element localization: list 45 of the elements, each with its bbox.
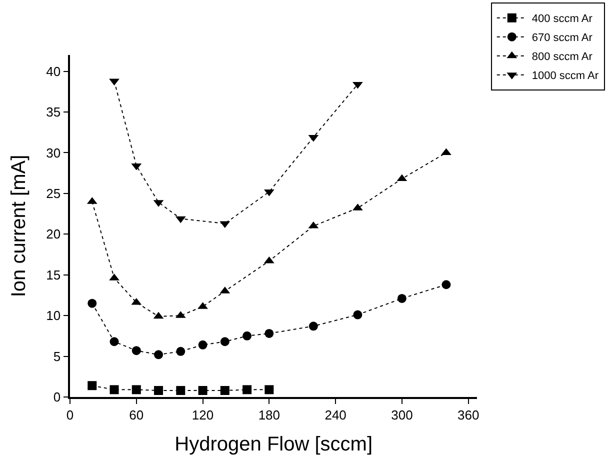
x-tick-label: 360 — [457, 407, 480, 422]
point — [110, 337, 119, 346]
x-axis-title: Hydrogen Flow [sccm] — [174, 433, 373, 456]
y-tick-label: 40 — [46, 64, 61, 79]
point — [220, 337, 230, 346]
point — [88, 381, 97, 390]
point — [176, 386, 186, 395]
y-tick-label: 25 — [46, 186, 61, 201]
x-tick-label: 300 — [391, 407, 413, 422]
x-tick-label: 180 — [258, 407, 280, 422]
y-tick-label: 0 — [53, 390, 61, 405]
point — [132, 346, 141, 356]
x-tick-label: 60 — [129, 407, 144, 422]
point — [442, 280, 451, 290]
y-tick-label: 5 — [53, 348, 61, 364]
point — [220, 386, 230, 395]
point — [109, 78, 120, 86]
y-tick-label: 15 — [46, 267, 61, 282]
point — [242, 385, 252, 394]
x-tick-label: 240 — [324, 407, 346, 422]
legend-label: 670 sccm Ar — [532, 32, 593, 44]
legend-label: 1000 sccm Ar — [532, 70, 599, 82]
x-tick-label: 0 — [66, 407, 74, 422]
point — [397, 294, 406, 303]
point — [198, 340, 208, 350]
point — [353, 310, 362, 320]
legend-label: 400 sccm Ar — [532, 13, 593, 26]
point — [154, 350, 164, 360]
y-tick-label: 10 — [46, 308, 61, 324]
x-tick-label: 120 — [192, 407, 214, 422]
point — [154, 386, 164, 395]
point — [198, 386, 208, 395]
point — [308, 322, 318, 331]
point — [132, 385, 141, 394]
point — [176, 346, 186, 356]
point — [242, 331, 252, 340]
point — [264, 385, 274, 394]
legend-label: 800 sccm Ar — [532, 51, 593, 64]
y-tick-label: 35 — [46, 104, 61, 120]
point — [110, 385, 119, 394]
point — [88, 298, 97, 308]
y-axis-title: Ion current [mA] — [8, 154, 30, 298]
y-tick-label: 30 — [46, 145, 61, 160]
y-tick-label: 20 — [46, 226, 61, 242]
point — [264, 328, 274, 338]
